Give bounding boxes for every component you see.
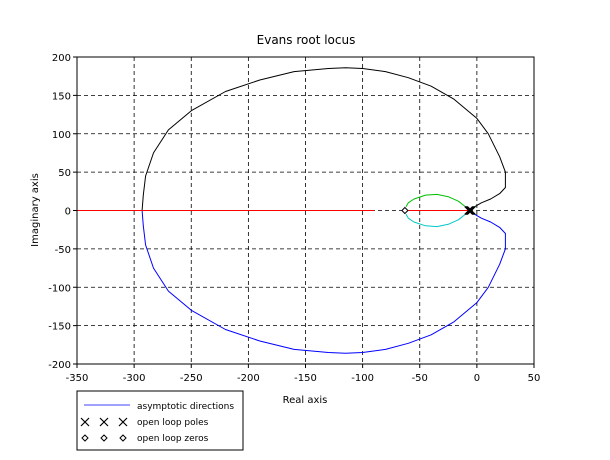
legend-pole-markers — [80, 417, 128, 427]
y-tick-label: 0 — [65, 207, 71, 218]
y-tick-label: 50 — [58, 168, 71, 179]
y-tick-label: -150 — [48, 322, 71, 333]
series-layer — [77, 67, 506, 354]
x-tick-label: -50 — [412, 373, 428, 384]
y-tick-label: -200 — [48, 360, 71, 371]
legend-zeros-label: open loop zeros — [137, 434, 209, 444]
x-tick-label: -100 — [351, 373, 374, 384]
locus-branch-lower-small — [405, 210, 471, 228]
markers-layer — [401, 205, 476, 216]
pole-marker — [464, 205, 474, 216]
legend-poles-label: open loop poles — [137, 418, 209, 428]
y-tick-label: 150 — [52, 91, 71, 102]
legend-asymptote-label: asymptotic directions — [137, 402, 234, 412]
x-tick-label: 50 — [528, 373, 541, 384]
chart-title: Evans root locus — [257, 33, 356, 47]
legend: asymptotic directions open loop poles op… — [76, 390, 244, 451]
y-tick-label: -100 — [48, 283, 71, 294]
y-tick-label: 200 — [52, 53, 71, 64]
x-axis-label: Real axis — [283, 395, 328, 406]
x-tick-label: -300 — [123, 373, 146, 384]
locus-branch-upper-big — [141, 67, 506, 211]
locus-branch-lower-big — [141, 210, 506, 354]
pole-marker — [466, 205, 476, 216]
locus-branch-upper-small — [405, 193, 471, 211]
x-tick-label: -150 — [294, 373, 317, 384]
y-tick-label: -50 — [55, 245, 71, 256]
x-tick-label: -350 — [66, 373, 89, 384]
x-tick-label: 0 — [474, 373, 480, 384]
x-tick-label: -200 — [237, 373, 260, 384]
ticks: -350 -300 -250 -200 -150 -100 -50 0 50 -200 -150 -1… — [48, 53, 540, 384]
y-tick-label: 100 — [52, 130, 71, 141]
x-tick-label: -250 — [180, 373, 203, 384]
y-axis-label: Imaginary axis — [30, 173, 41, 247]
legend-zero-markers — [81, 434, 127, 442]
pole-marker — [465, 205, 475, 216]
zero-marker — [401, 206, 409, 215]
